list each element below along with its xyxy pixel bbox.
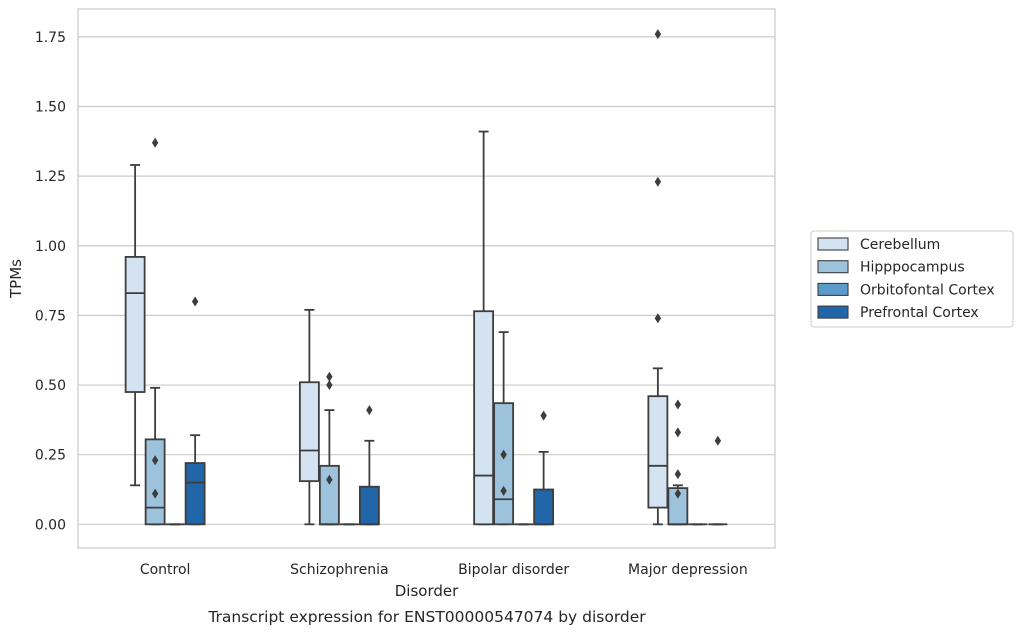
box-group: [124, 164, 146, 487]
y-tick-label: 0.25: [35, 448, 66, 464]
outlier-point: [151, 488, 159, 499]
x-tick-label: Control: [140, 562, 191, 578]
outlier-point: [326, 371, 333, 382]
legend-swatch: [817, 282, 849, 296]
plot-frame: [77, 8, 776, 549]
box: [318, 464, 340, 526]
legend: Cerebellum Hipppocampus Orbitofontal Corte…: [810, 230, 1014, 328]
box: [473, 310, 495, 526]
box-group: [647, 29, 669, 526]
outlier-point: [366, 405, 373, 416]
outlier-point: [654, 29, 662, 40]
legend-entry-label: Hipppocampus: [860, 260, 965, 276]
outlier-point: [714, 435, 722, 446]
y-axis-label: TPMs: [7, 259, 25, 299]
y-tick-label: 1.75: [35, 30, 66, 46]
legend-swatch: [817, 260, 849, 274]
outlier-point: [151, 455, 159, 466]
legend-swatch: [817, 237, 849, 251]
y-tick-label: 1.50: [35, 99, 66, 115]
outlier-point: [326, 380, 333, 391]
box-group: [298, 308, 320, 526]
series-prefrontal-cortex: [184, 296, 728, 526]
box: [533, 488, 555, 526]
y-tick-labels: 0.00 0.25 0.50 0.75 1.00 1.25 1.50 1.75: [35, 30, 66, 533]
box: [144, 438, 166, 526]
y-tick-label: 0.75: [35, 308, 66, 324]
x-tick-label: Bipolar disorder: [458, 562, 569, 578]
box-group: [533, 410, 555, 526]
chart-caption: Transcript expression for ENST0000054707…: [207, 608, 646, 626]
series-cerebellum: [124, 29, 669, 526]
series-hipppocampus: [144, 137, 689, 526]
outlier-point: [151, 137, 159, 148]
box: [493, 402, 515, 526]
box-group: [667, 399, 689, 526]
legend-frame: [810, 230, 1014, 328]
outlier-point: [500, 449, 507, 460]
outlier-point: [654, 176, 662, 187]
box-group: [318, 371, 340, 526]
outlier-point: [674, 488, 682, 499]
box: [358, 485, 380, 526]
outlier-point: [191, 296, 199, 307]
legend-entry-label: Prefrontal Cortex: [860, 305, 979, 321]
outlier-point: [674, 399, 682, 410]
x-tick-label: Major depression: [628, 562, 748, 578]
x-axis-label: Disorder: [395, 582, 459, 600]
box: [124, 256, 146, 393]
legend-swatch: [817, 305, 849, 319]
outlier-point: [654, 313, 662, 324]
box: [647, 395, 669, 509]
outlier-point: [326, 474, 333, 485]
box-series: [124, 29, 728, 526]
box: [184, 462, 206, 526]
outlier-point: [674, 469, 682, 480]
x-tick-labels: Control Schizophrenia Bipolar disorder Majo…: [140, 562, 748, 578]
box-group: [473, 130, 495, 526]
outlier-point: [500, 485, 507, 496]
box-group: [708, 435, 728, 526]
outlier-point: [540, 410, 547, 421]
y-tick-label: 0.00: [35, 517, 66, 533]
box: [298, 381, 320, 483]
box-group: [184, 296, 206, 526]
legend-entry-label: Orbitofontal Cortex: [860, 282, 995, 298]
y-tick-label: 0.50: [35, 378, 66, 394]
y-tick-label: 1.25: [35, 169, 66, 185]
legend-entry-label: Cerebellum: [860, 237, 940, 253]
y-tick-label: 1.00: [35, 239, 66, 255]
box-group: [144, 137, 166, 526]
x-tick-label: Schizophrenia: [290, 562, 388, 578]
box-group: [358, 405, 380, 526]
box-group: [493, 331, 515, 526]
grid-lines: [78, 36, 775, 525]
outlier-point: [674, 427, 682, 438]
